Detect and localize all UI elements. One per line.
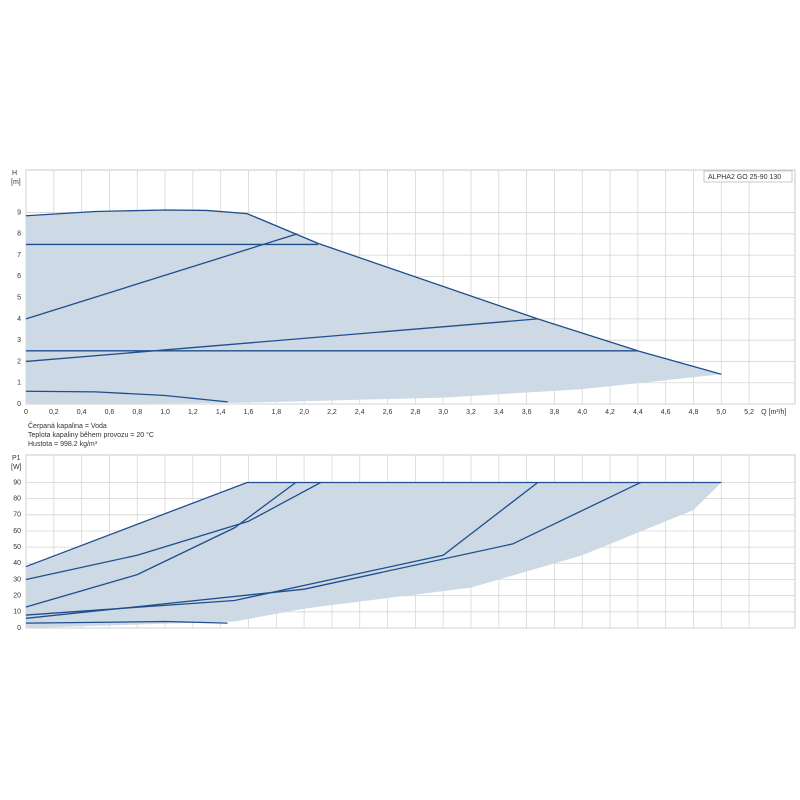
x-tick-label: 4,0 (577, 409, 587, 416)
x-tick-label: 1,8 (271, 409, 281, 416)
curve (25, 390, 228, 403)
y-tick-label: 8 (17, 231, 21, 238)
x-tick-label: 3,8 (550, 409, 560, 416)
curve (25, 318, 538, 363)
curve (25, 481, 322, 581)
y-axis-unit: [m] (11, 179, 21, 186)
x-tick-label: 4,6 (661, 409, 671, 416)
title-box (703, 170, 793, 183)
y-tick-label: 6 (17, 273, 21, 280)
x-tick-label: 2,8 (410, 409, 420, 416)
x-tick-label: 0,2 (49, 409, 59, 416)
x-tick-label: 2,0 (299, 409, 309, 416)
x-tick-label: 3,0 (438, 409, 448, 416)
x-tick-label: 0,6 (105, 409, 115, 416)
x-tick-label: 2,4 (355, 409, 365, 416)
x-tick-label: 2,2 (327, 409, 337, 416)
y-tick-label: 30 (13, 576, 21, 583)
y-axis-label: P1 (12, 455, 21, 462)
y-tick-label: 90 (13, 479, 21, 486)
y-tick-label: 0 (17, 625, 21, 632)
x-tick-label: 4,4 (633, 409, 643, 416)
x-tick-label: 3,4 (494, 409, 504, 416)
annotation: Teplota kapaliny během provozu = 20 °C (28, 431, 154, 439)
y-tick-label: 9 (17, 209, 21, 216)
curve (25, 620, 228, 624)
y-axis-unit: [W] (11, 464, 22, 471)
chart-title: ALPHA2 GO 25-90 130 (708, 174, 781, 181)
x-tick-label: 0 (24, 409, 28, 416)
x-tick-label: 3,6 (522, 409, 532, 416)
x-tick-label: 0,8 (132, 409, 142, 416)
x-tick-label: 1,6 (244, 409, 254, 416)
y-tick-label: 7 (17, 252, 21, 259)
y-tick-label: 50 (13, 544, 21, 551)
y-tick-label: 10 (13, 609, 21, 616)
x-tick-label: 5,2 (744, 409, 754, 416)
y-tick-label: 60 (13, 528, 21, 535)
operating-area (26, 209, 722, 404)
curve (25, 209, 722, 375)
x-tick-label: 1,0 (160, 409, 170, 416)
x-tick-label: 0,4 (77, 409, 87, 416)
x-tick-label: 5,0 (716, 409, 726, 416)
y-tick-label: 80 (13, 495, 21, 502)
y-tick-label: 4 (17, 316, 21, 323)
curve (25, 481, 722, 568)
x-tick-label: 3,2 (466, 409, 476, 416)
y-tick-label: 70 (13, 512, 21, 519)
curve (25, 481, 297, 608)
y-tick-label: 1 (17, 380, 21, 387)
y-tick-label: 3 (17, 337, 21, 344)
annotation: Hustota = 998.2 kg/m³ (28, 441, 98, 448)
y-tick-label: 40 (13, 560, 21, 567)
curve (25, 233, 298, 320)
x-axis-label: Q [m³/h] (761, 409, 786, 416)
curve (25, 481, 641, 619)
y-tick-label: 5 (17, 294, 21, 301)
y-axis-label: H (12, 170, 17, 177)
y-tick-label: 0 (17, 401, 21, 408)
y-tick-label: 2 (17, 358, 21, 365)
y-tick-label: 20 (13, 593, 21, 600)
annotation: Čerpaná kapalina = Voda (28, 421, 107, 430)
x-tick-label: 1,4 (216, 409, 226, 416)
x-tick-label: 2,6 (383, 409, 393, 416)
x-tick-label: 1,2 (188, 409, 198, 416)
x-tick-label: 4,2 (605, 409, 615, 416)
operating-area (26, 482, 722, 628)
x-tick-label: 4,8 (689, 409, 699, 416)
